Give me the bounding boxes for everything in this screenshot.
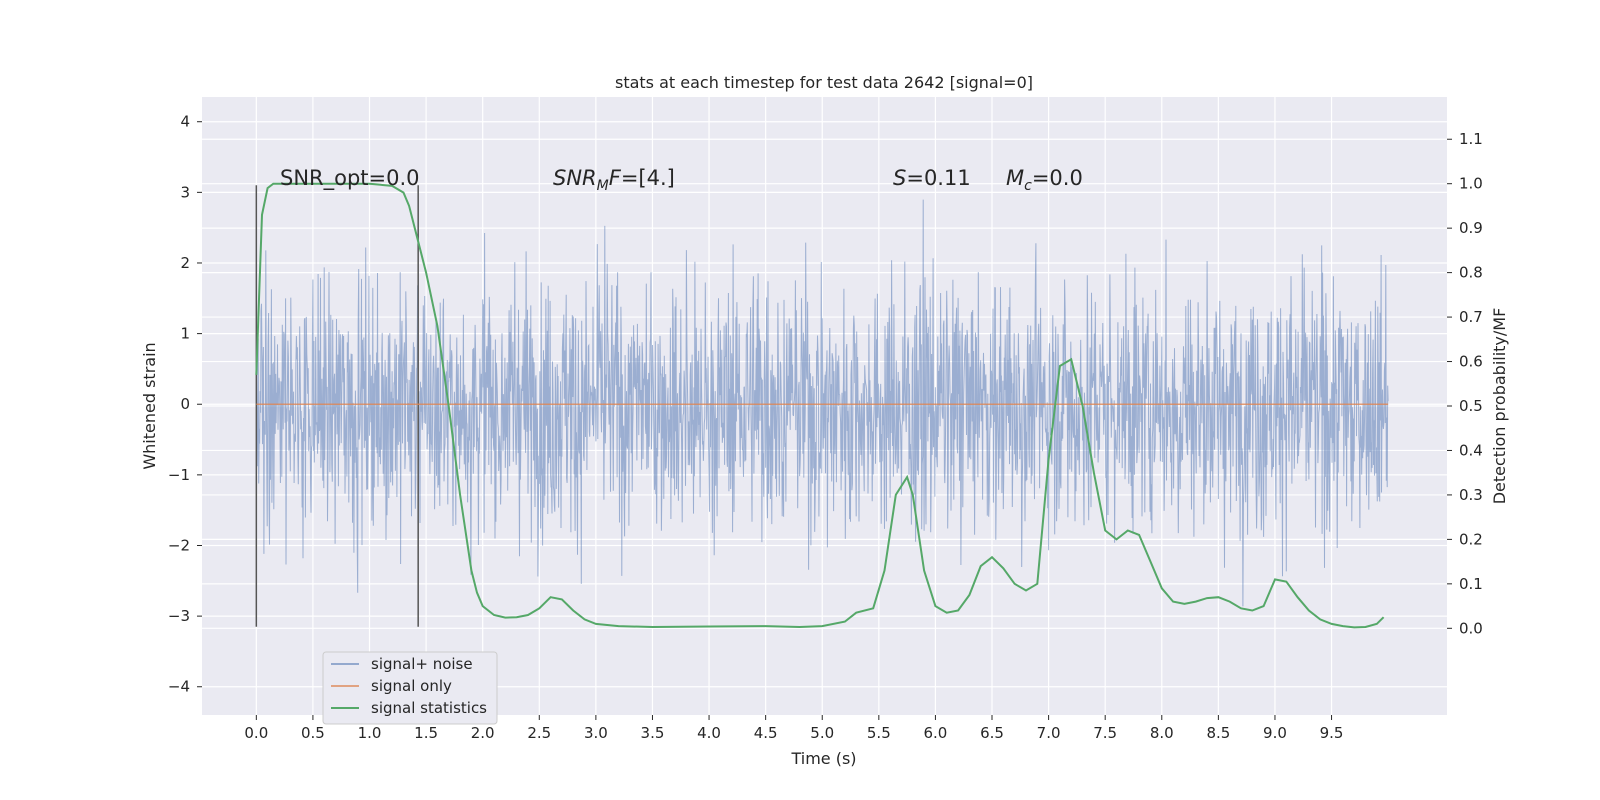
y-left-axis-label: Whitened strain	[140, 342, 159, 469]
annotation-mc: Mc=0.0	[1006, 166, 1083, 194]
y-right-tick-label: 0.4	[1459, 441, 1483, 459]
y-right-tick-labels: 0.0 0.1 0.2 0.3 0.4 0.5 0.6 0.7 0.8 0.9 1.0 1.1	[1447, 130, 1483, 637]
y-left-tick-label: 3	[180, 183, 190, 201]
legend-label-statistics: signal statistics	[371, 699, 487, 717]
x-tick-label: 9.0	[1263, 724, 1287, 742]
x-tick-label: 0.5	[301, 724, 325, 742]
x-tick-label: 7.0	[1037, 724, 1061, 742]
x-tick-label: 4.0	[697, 724, 721, 742]
x-tick-label: 3.5	[641, 724, 665, 742]
y-right-tick-label: 0.3	[1459, 486, 1483, 504]
y-left-tick-label: −1	[168, 466, 190, 484]
x-tick-label: 2.0	[471, 724, 495, 742]
annotation-s: S=0.11	[893, 166, 971, 190]
y-right-axis-label: Detection probability/MF	[1490, 308, 1509, 505]
legend-label-noise: signal+ noise	[371, 655, 473, 673]
y-left-tick-label: 1	[180, 325, 190, 343]
x-tick-label: 6.5	[980, 724, 1004, 742]
y-left-tick-label: 0	[180, 395, 190, 413]
x-tick-label: 1.0	[358, 724, 382, 742]
x-tick-label: 2.5	[527, 724, 551, 742]
y-right-tick-label: 0.8	[1459, 264, 1483, 282]
noise-trace	[255, 199, 1389, 607]
x-tick-labels: 0.0 0.5 1.0 1.5 2.0 2.5 3.0 3.5 4.0 4.5 5.0 5.5 6.0 6…	[244, 715, 1343, 742]
y-left-tick-labels: −4 −3 −2 −1 0 1 2 3 4	[168, 113, 202, 696]
y-right-tick-label: 0.1	[1459, 575, 1483, 593]
y-right-tick-label: 0.6	[1459, 353, 1483, 371]
x-tick-label: 5.5	[867, 724, 891, 742]
chart-title: stats at each timestep for test data 264…	[615, 73, 1033, 92]
legend: signal+ noise signal only signal statist…	[322, 651, 498, 725]
y-right-tick-label: 0.2	[1459, 530, 1483, 548]
legend-box	[322, 651, 498, 725]
annotation-snr-opt: SNR_opt=0.0	[280, 166, 420, 191]
statistics-line	[255, 182, 1385, 629]
x-tick-label: 3.0	[584, 724, 608, 742]
x-axis-label: Time (s)	[790, 749, 856, 768]
x-tick-label: 8.5	[1206, 724, 1230, 742]
y-left-tick-label: 4	[180, 113, 190, 131]
y-right-tick-label: 0.0	[1459, 619, 1483, 637]
y-right-tick-label: 0.9	[1459, 219, 1483, 237]
signal-statistics-series	[255, 182, 1385, 629]
signal-plus-noise-series	[255, 199, 1389, 607]
x-tick-label: 4.5	[754, 724, 778, 742]
y-left-tick-label: 2	[180, 254, 190, 272]
x-tick-label: 1.5	[414, 724, 438, 742]
x-tick-label: 5.0	[810, 724, 834, 742]
y-right-tick-label: 0.7	[1459, 308, 1483, 326]
x-tick-label: 9.5	[1320, 724, 1344, 742]
y-left-tick-label: −3	[168, 607, 190, 625]
x-tick-label: 8.0	[1150, 724, 1174, 742]
marker-lines	[255, 185, 419, 627]
x-tick-label: 0.0	[244, 724, 268, 742]
y-right-tick-label: 0.5	[1459, 397, 1483, 415]
legend-label-signal-only: signal only	[371, 677, 452, 695]
y-left-tick-label: −2	[168, 536, 190, 554]
x-tick-label: 7.5	[1093, 724, 1117, 742]
y-left-tick-label: −4	[168, 678, 190, 696]
x-tick-label: 6.0	[923, 724, 947, 742]
annotation-snr-mf: SNRMF=[4.]	[553, 166, 675, 194]
y-right-tick-label: 1.1	[1459, 130, 1483, 148]
y-right-tick-label: 1.0	[1459, 175, 1483, 193]
